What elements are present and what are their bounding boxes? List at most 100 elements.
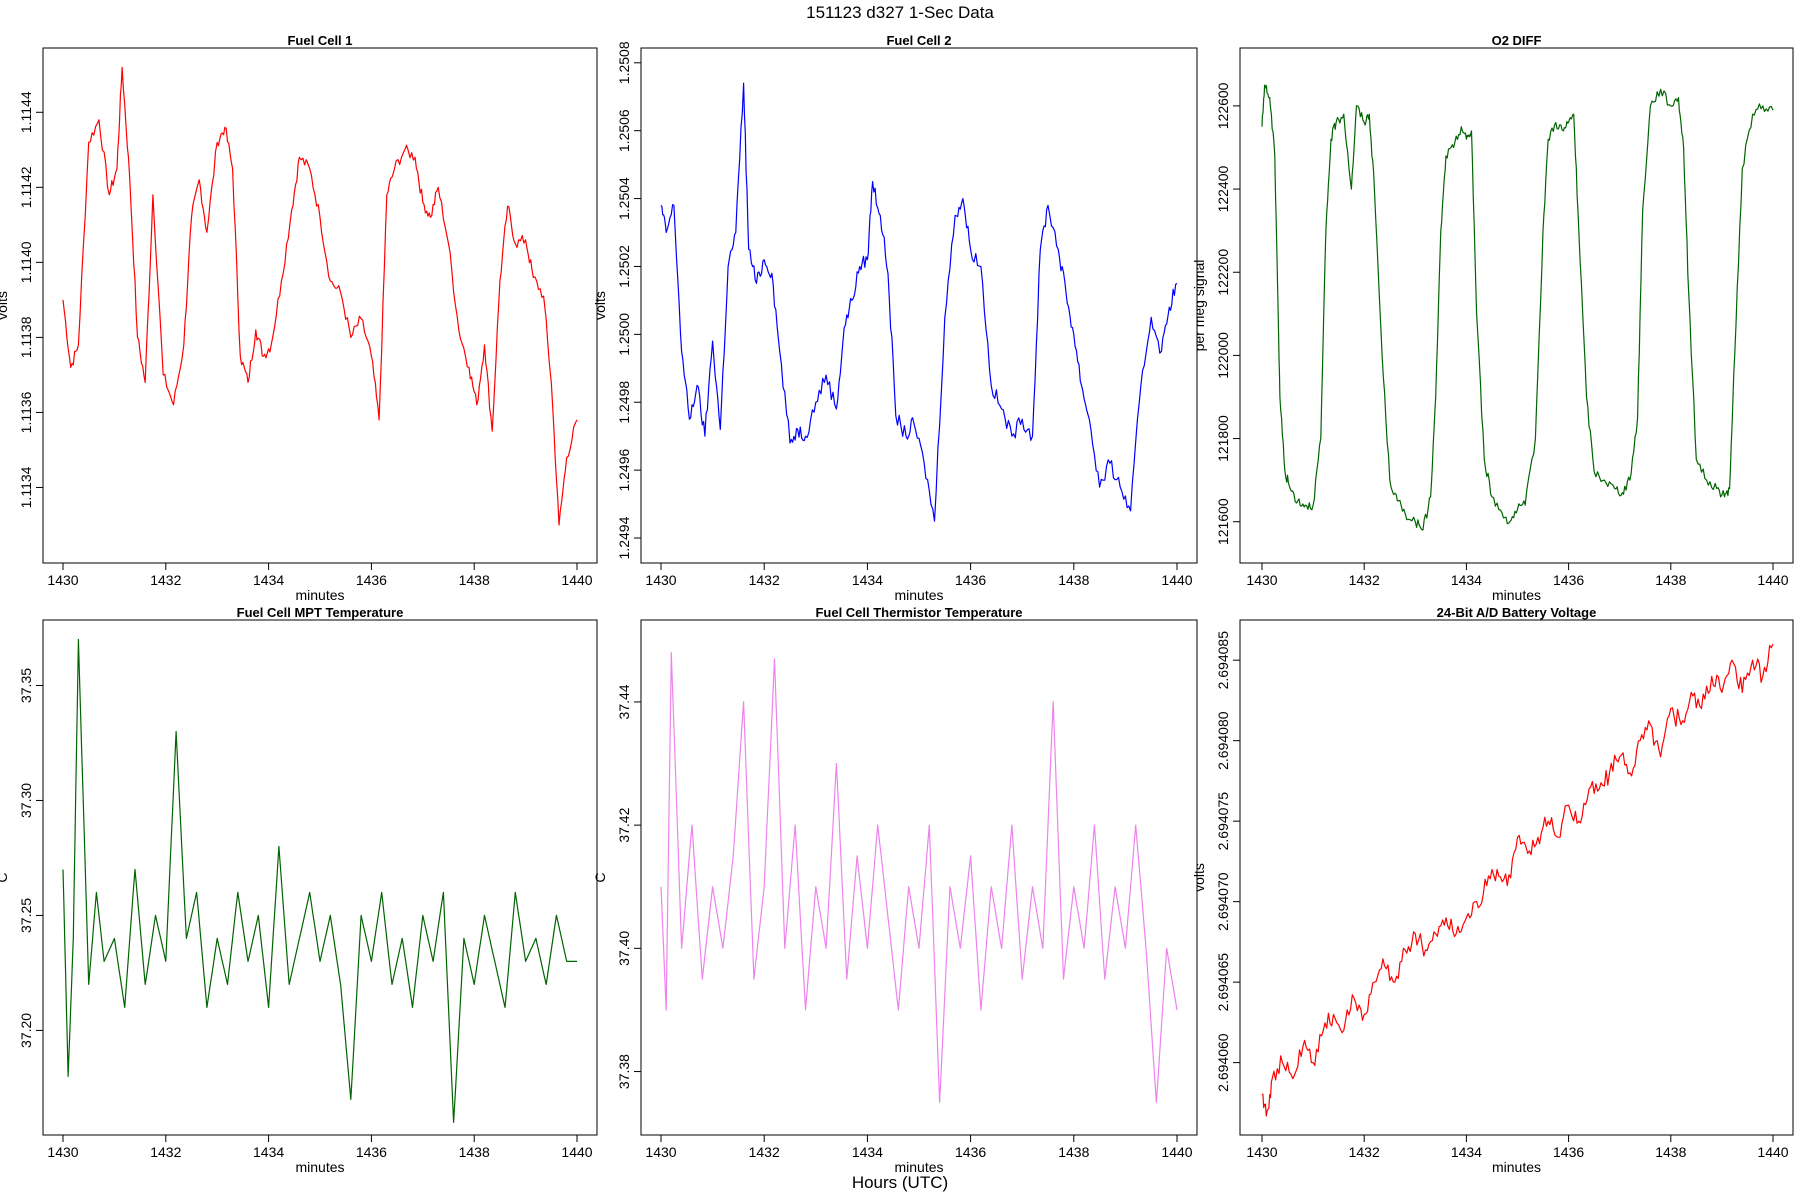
x-tick-label: 1440 bbox=[1757, 1144, 1788, 1160]
y-tick-label: 1.1140 bbox=[18, 241, 34, 283]
y-tick-label: 37.40 bbox=[616, 931, 632, 966]
series-line bbox=[1261, 84, 1774, 531]
y-tick-label: 2.694075 bbox=[1215, 792, 1231, 851]
x-tick-label: 1438 bbox=[1655, 572, 1686, 588]
x-tick-label: 1432 bbox=[749, 572, 780, 588]
chart-title: O2 DIFF bbox=[1492, 33, 1542, 48]
x-tick-label: 1432 bbox=[150, 1144, 181, 1160]
x-axis-label: minutes bbox=[1492, 1159, 1541, 1175]
x-tick-label: 1430 bbox=[1246, 572, 1277, 588]
y-tick-label: 37.38 bbox=[616, 1054, 632, 1089]
y-tick-label: 37.42 bbox=[616, 807, 632, 842]
series-line bbox=[1261, 643, 1774, 1117]
x-tick-label: 1438 bbox=[1058, 1144, 1089, 1160]
y-tick-label: 1.2498 bbox=[616, 381, 632, 424]
x-tick-label: 1440 bbox=[561, 572, 592, 588]
chart-panel-1: Fuel Cell 1 1430 1432 1434 1436 1438 1440 minut… bbox=[0, 33, 598, 603]
chart-panels: Fuel Cell 1 1430 1432 1434 1436 1438 1440 minut… bbox=[0, 33, 1794, 1175]
chart-title: Fuel Cell MPT Temperature bbox=[237, 605, 404, 620]
y-tick-label: 37.20 bbox=[18, 1013, 34, 1048]
chart-panel-5: Fuel Cell Thermistor Temperature 1430 1432… bbox=[592, 605, 1198, 1175]
y-tick-label: 2.694070 bbox=[1215, 872, 1231, 931]
y-tick-label: 2.694065 bbox=[1215, 953, 1231, 1012]
y-tick-label: 37.44 bbox=[616, 684, 632, 719]
series-line bbox=[660, 651, 1178, 1104]
y-tick-label: 1.2500 bbox=[616, 313, 632, 356]
y-tick-label: 122200 bbox=[1215, 249, 1231, 296]
y-tick-label: 121600 bbox=[1215, 498, 1231, 545]
chart-panel-4: Fuel Cell MPT Temperature 1430 1432 1434 143… bbox=[0, 605, 598, 1175]
y-tick-label: 37.35 bbox=[18, 668, 34, 703]
series-line bbox=[660, 82, 1178, 522]
x-tick-label: 1438 bbox=[1655, 1144, 1686, 1160]
y-axis-label: volts bbox=[592, 291, 608, 320]
y-axis-label: volts bbox=[1191, 863, 1207, 892]
x-tick-label: 1440 bbox=[1161, 1144, 1192, 1160]
y-axis-label: per meg signal bbox=[1191, 260, 1207, 352]
x-tick-label: 1436 bbox=[1553, 572, 1584, 588]
y-axis-label: C bbox=[592, 872, 608, 882]
y-tick-label: 121800 bbox=[1215, 415, 1231, 462]
chart-title: Fuel Cell 2 bbox=[886, 33, 951, 48]
x-tick-label: 1436 bbox=[955, 1144, 986, 1160]
y-tick-label: 2.694085 bbox=[1215, 631, 1231, 690]
x-tick-label: 1430 bbox=[47, 572, 78, 588]
figure-title: 151123 d327 1-Sec Data bbox=[806, 3, 994, 22]
y-tick-label: 1.1138 bbox=[18, 316, 34, 358]
x-tick-label: 1436 bbox=[356, 1144, 387, 1160]
x-tick-label: 1434 bbox=[852, 572, 883, 588]
y-tick-label: 1.1142 bbox=[18, 166, 34, 208]
x-tick-label: 1430 bbox=[645, 572, 676, 588]
y-tick-label: 1.1136 bbox=[18, 391, 34, 433]
chart-panel-2: Fuel Cell 2 1430 1432 1434 1436 1438 1440 minut… bbox=[592, 33, 1198, 603]
x-axis-label: minutes bbox=[295, 1159, 344, 1175]
x-tick-label: 1432 bbox=[1349, 572, 1380, 588]
x-tick-label: 1434 bbox=[253, 1144, 284, 1160]
x-tick-label: 1438 bbox=[459, 572, 490, 588]
y-tick-label: 1.2506 bbox=[616, 109, 632, 152]
x-tick-label: 1430 bbox=[47, 1144, 78, 1160]
chart-title: 24-Bit A/D Battery Voltage bbox=[1437, 605, 1597, 620]
x-tick-label: 1440 bbox=[561, 1144, 592, 1160]
y-tick-label: 1.1144 bbox=[18, 91, 34, 133]
y-tick-label: 2.694060 bbox=[1215, 1033, 1231, 1092]
x-axis-label: minutes bbox=[894, 1159, 943, 1175]
y-tick-label: 1.1134 bbox=[18, 466, 34, 508]
x-tick-label: 1438 bbox=[1058, 572, 1089, 588]
y-tick-label: 37.25 bbox=[18, 898, 34, 933]
y-tick-label: 122600 bbox=[1215, 82, 1231, 129]
y-axis-label: C bbox=[0, 872, 10, 882]
x-tick-label: 1432 bbox=[150, 572, 181, 588]
x-tick-label: 1432 bbox=[1349, 1144, 1380, 1160]
series-line bbox=[62, 638, 577, 1124]
chart-panel-6: 24-Bit A/D Battery Voltage 1430 1432 1434 14… bbox=[1191, 605, 1794, 1175]
x-tick-label: 1436 bbox=[356, 572, 387, 588]
x-tick-label: 1434 bbox=[852, 1144, 883, 1160]
y-axis-label: volts bbox=[0, 291, 10, 320]
x-tick-label: 1432 bbox=[749, 1144, 780, 1160]
chart-title: Fuel Cell 1 bbox=[287, 33, 352, 48]
x-tick-label: 1434 bbox=[1451, 1144, 1482, 1160]
figure-footer-label: Hours (UTC) bbox=[852, 1173, 948, 1192]
x-axis-label: minutes bbox=[894, 587, 943, 603]
x-tick-label: 1436 bbox=[1553, 1144, 1584, 1160]
chart-panel-3: O2 DIFF 1430 1432 1434 1436 1438 1440 minutes 12… bbox=[1191, 33, 1794, 603]
chart-title: Fuel Cell Thermistor Temperature bbox=[815, 605, 1022, 620]
series-line bbox=[62, 66, 578, 526]
y-tick-label: 1.2496 bbox=[616, 449, 632, 492]
y-tick-label: 1.2504 bbox=[616, 177, 632, 220]
x-axis-label: minutes bbox=[1492, 587, 1541, 603]
x-tick-label: 1438 bbox=[459, 1144, 490, 1160]
x-tick-label: 1436 bbox=[955, 572, 986, 588]
y-tick-label: 1.2494 bbox=[616, 516, 632, 559]
x-tick-label: 1440 bbox=[1757, 572, 1788, 588]
y-tick-label: 37.30 bbox=[18, 783, 34, 818]
x-tick-label: 1430 bbox=[1246, 1144, 1277, 1160]
y-tick-label: 2.694080 bbox=[1215, 711, 1231, 770]
y-tick-label: 1.2508 bbox=[616, 41, 632, 84]
x-tick-label: 1430 bbox=[645, 1144, 676, 1160]
y-tick-label: 122000 bbox=[1215, 332, 1231, 379]
y-tick-label: 1.2502 bbox=[616, 245, 632, 288]
